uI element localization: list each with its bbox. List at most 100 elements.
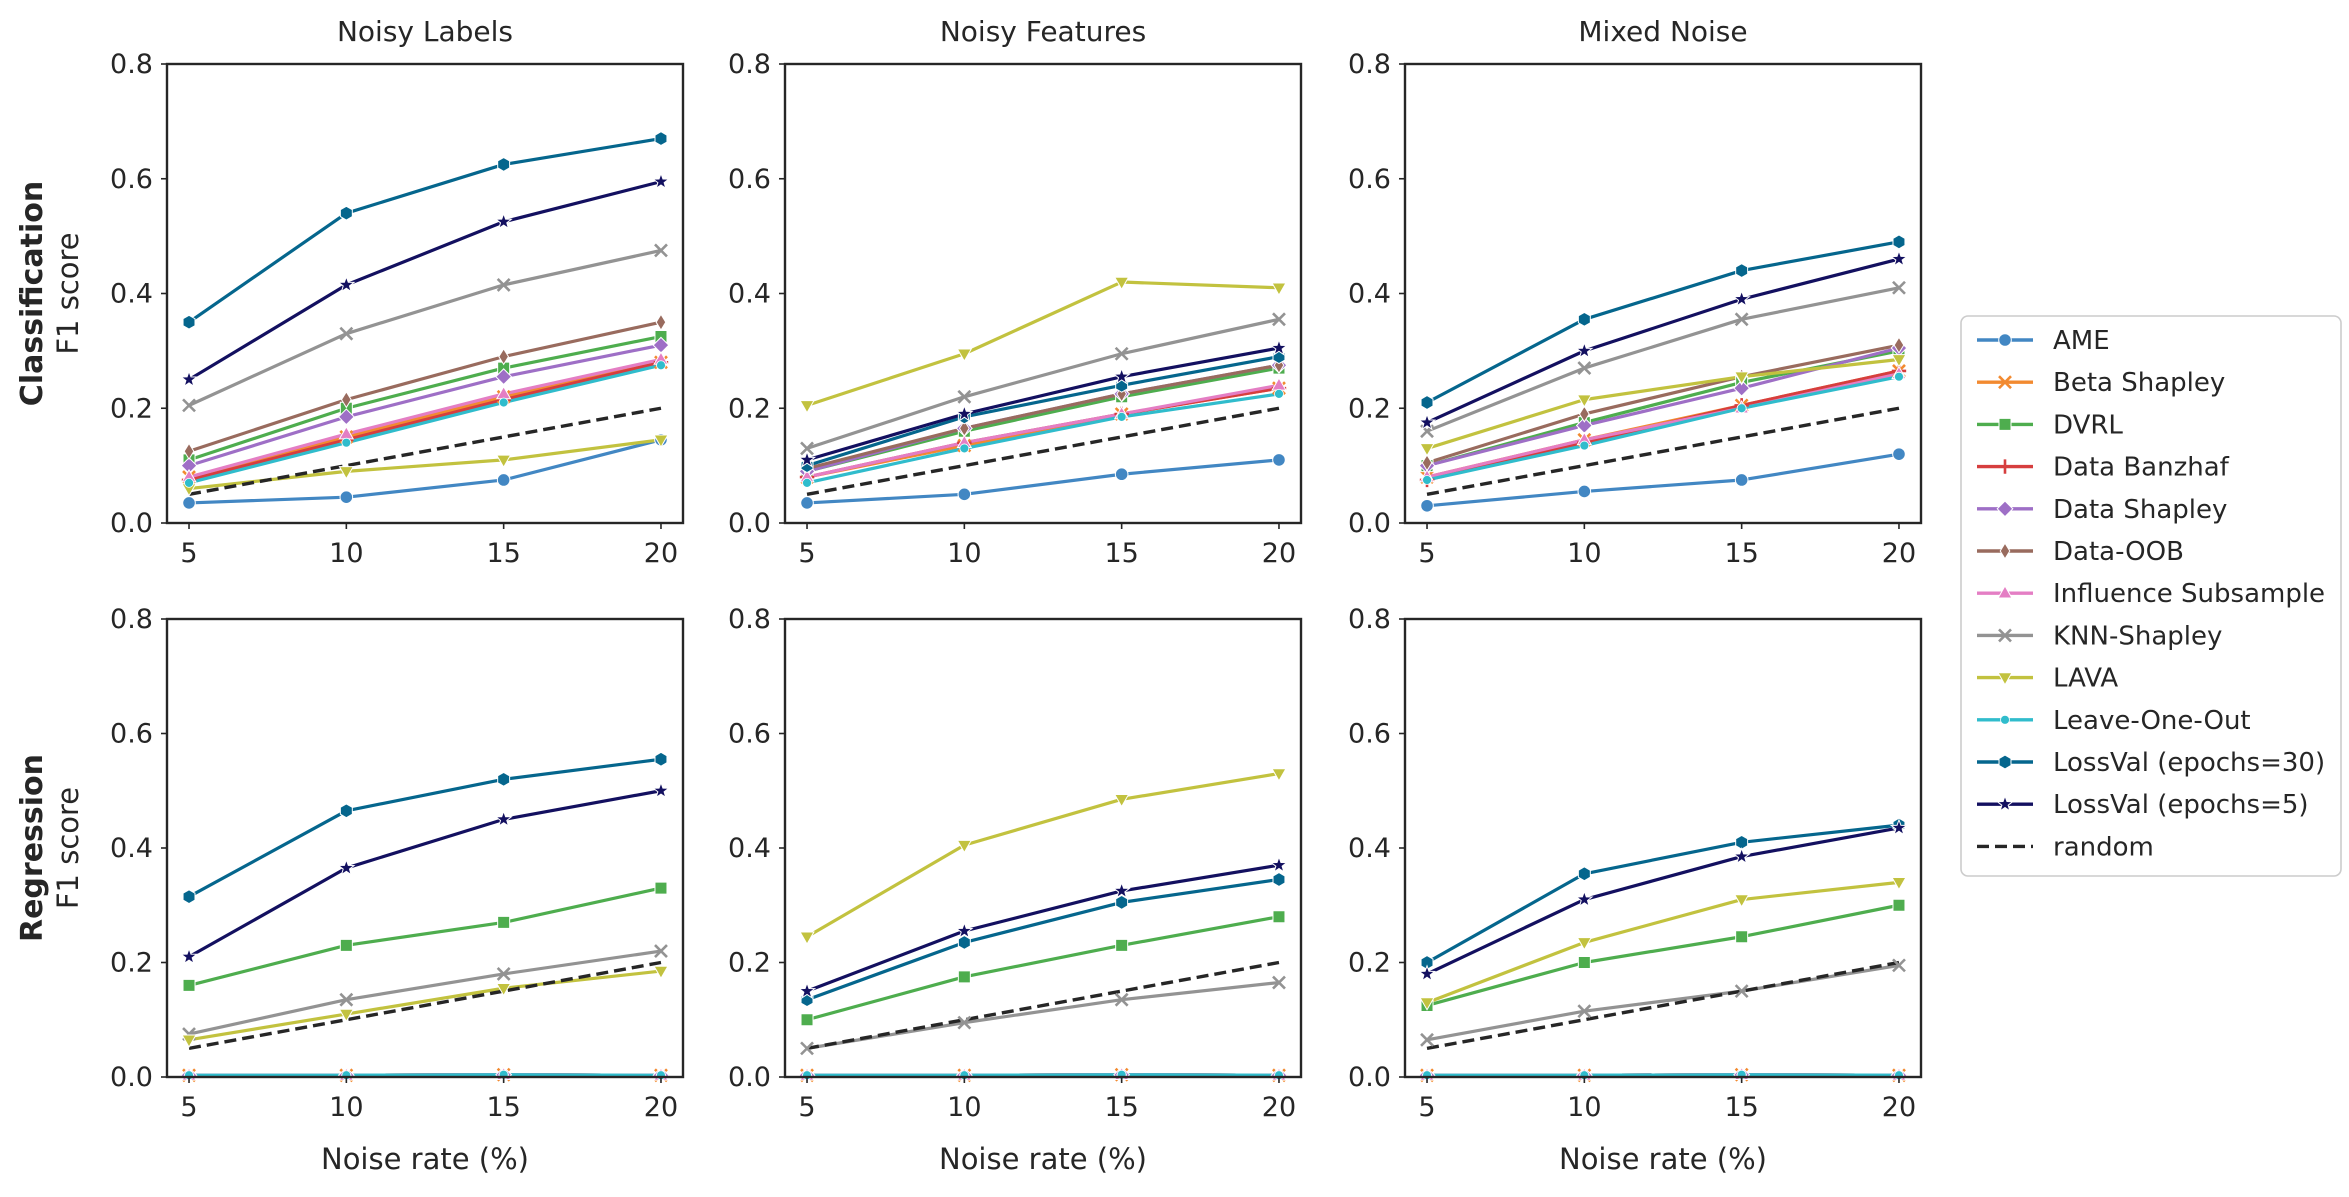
y-tick-label: 0.6 [110,164,153,195]
subplot-title: Noisy Features [940,15,1146,48]
data-point-data-oob-2 [340,390,352,409]
data-point-lossval-epochs-30-3 [497,771,511,787]
data-point-lossval-epochs-5-4 [651,172,671,190]
series-line-ame [1425,452,1901,508]
data-point-knn-shapley-3 [1734,312,1749,327]
legend-label: LossVal (epochs=30) [2053,748,2325,778]
data-point-lossval-epochs-5-3 [1112,881,1131,899]
legend-label: KNN-Shapley [2053,621,2222,651]
legend-entry-data-oob: Data-OOB [1977,537,2184,567]
series-line-dvrl [187,886,663,987]
legend-marker [1995,794,2015,812]
x-tick-label: 20 [644,538,678,569]
series-line-data-shapley [187,343,663,468]
series-line-lossval-epochs-5 [187,789,663,959]
y-tick-label: 0.8 [110,604,153,635]
plot-area [179,751,671,1085]
data-point-lossval-epochs-30-1 [182,314,196,330]
data-point-data-shapley-2 [337,408,355,426]
y-tick-label: 0.2 [728,948,771,979]
data-point-knn-shapley-1 [182,398,196,413]
series-line-lossval-epochs-30 [187,136,663,324]
legend-entry-lossval-epochs-30: LossVal (epochs=30) [1977,748,2325,778]
x-axis-label: Noise rate (%) [939,1142,1147,1176]
subplot-title: Mixed Noise [1578,15,1747,48]
plot-area [1417,234,1909,513]
data-point-lossval-epochs-30-3 [497,156,511,172]
data-point-lossval-epochs-30-2 [1577,866,1591,882]
x-tick-label: 5 [1418,538,1435,569]
data-point-dvrl-4 [654,330,668,344]
series-line-knn-shapley [187,248,663,407]
data-point-lossval-epochs-5-3 [494,212,513,230]
x-tick-label: 10 [1567,1092,1601,1123]
plot-area [1417,817,1909,1085]
legend-label: LossVal (epochs=5) [2053,790,2309,820]
data-point-knn-shapley-3 [1114,346,1129,361]
data-point-lossval-epochs-5-3 [1732,289,1751,307]
data-point-lava-3 [1733,371,1750,385]
data-point-knn-shapley-3 [1734,984,1749,999]
y-tick-label: 0.2 [1348,948,1391,979]
y-tick-label: 0.4 [728,833,771,864]
data-point-leave-one-out-3 [1116,411,1127,422]
legend-label: DVRL [2053,410,2123,440]
series-line-lossval-epochs-5 [1425,257,1901,425]
legend-label: Influence Subsample [2053,579,2325,609]
subplot-regression-2: 0.0 0.2 0.4 0.6 0.8 5 10 15 20 Noise rate (%) [728,604,1303,1176]
data-point-lossval-epochs-30-4 [1892,234,1906,250]
y-tick-label: 0.2 [110,948,153,979]
series-line-dvrl [1425,903,1901,1008]
data-point-knn-shapley-2 [339,326,354,341]
data-point-leave-one-out-2 [1579,440,1590,451]
data-point-lava-2 [338,466,355,480]
legend-frame [1960,315,2342,877]
series-line-influence-subsample [187,357,663,479]
series-line-knn-shapley [805,980,1281,1050]
series-line-dvrl [187,334,663,462]
y-tick-label: 0.0 [728,1062,771,1093]
series-line-random [188,406,662,496]
data-point-knn-shapley-4 [1272,975,1286,990]
data-point-lossval-epochs-5-2 [337,275,356,293]
data-point-lossval-epochs-30-2 [339,803,353,819]
data-point-ame-1 [1420,498,1434,513]
data-point-lava-2 [1576,394,1593,408]
series-line-leave-one-out [1425,1073,1901,1077]
data-point-lava-3 [1113,794,1130,808]
data-point-knn-shapley-2 [339,992,354,1007]
data-point-lossval-epochs-5-4 [1269,338,1289,356]
legend-label: Beta Shapley [2053,368,2225,398]
legend-entry-lossval-epochs-5: LossVal (epochs=5) [1977,790,2309,820]
series-line-lava [805,280,1281,407]
y-tick-label: 0.2 [1348,393,1391,424]
data-point-lava-1 [181,1034,197,1048]
legend-entry-dvrl: DVRL [1977,410,2123,440]
data-point-lossval-epochs-5-2 [1575,341,1594,359]
data-point-lossval-epochs-5-2 [955,404,974,422]
data-point-dvrl-4 [1272,910,1286,924]
x-tick-label: 15 [486,1092,520,1123]
x-tick-label: 5 [798,538,815,569]
data-point-lava-3 [1733,894,1750,908]
data-point-lossval-epochs-5-4 [1269,855,1289,873]
data-point-lossval-epochs-5-2 [1575,889,1594,908]
data-point-lava-1 [1419,997,1435,1011]
data-point-lossval-epochs-5-4 [1889,249,1909,267]
plot-area [797,276,1289,510]
series-line-leave-one-out [805,1073,1281,1077]
data-point-lava-4 [1891,877,1907,891]
x-tick-label: 10 [947,538,981,569]
legend-label: Data Banzhaf [2053,453,2230,483]
row-label-classification: Classification [15,181,50,406]
x-tick-label: 20 [644,1092,678,1123]
data-point-knn-shapley-4 [1892,958,1906,973]
plot-area [797,768,1289,1085]
series-line-lossval-epochs-30 [187,757,663,899]
series-line-random [1426,960,1900,1051]
data-point-knn-shapley-1 [800,441,814,456]
data-point-lava-2 [338,1008,355,1023]
plot-area [179,131,671,510]
x-tick-label: 10 [1567,538,1601,569]
